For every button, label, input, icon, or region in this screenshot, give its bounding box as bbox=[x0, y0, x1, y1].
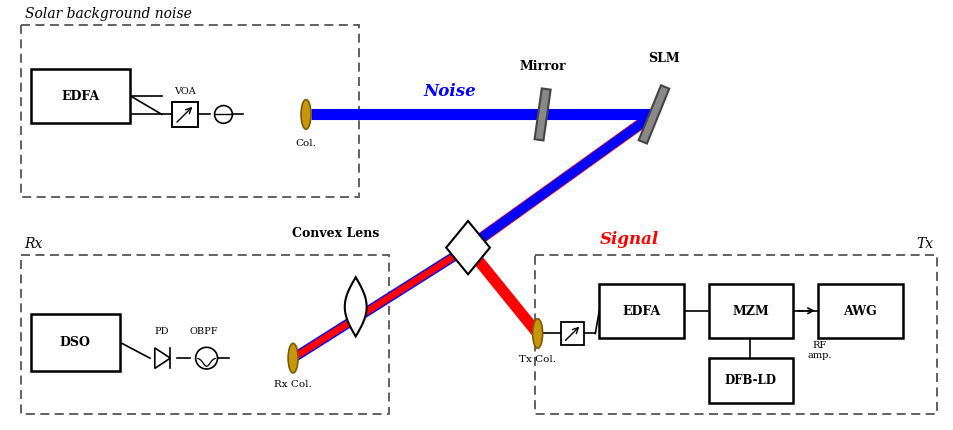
FancyBboxPatch shape bbox=[708, 358, 792, 402]
FancyBboxPatch shape bbox=[172, 101, 197, 127]
Text: AWG: AWG bbox=[842, 305, 876, 318]
FancyBboxPatch shape bbox=[560, 322, 584, 345]
Ellipse shape bbox=[288, 343, 297, 373]
Polygon shape bbox=[344, 277, 366, 336]
Polygon shape bbox=[534, 89, 550, 141]
Text: DSO: DSO bbox=[60, 336, 91, 349]
Polygon shape bbox=[638, 85, 669, 144]
Text: Mirror: Mirror bbox=[518, 60, 565, 73]
Ellipse shape bbox=[301, 100, 311, 129]
Text: RF
amp.: RF amp. bbox=[807, 341, 831, 360]
Text: Signal: Signal bbox=[598, 231, 658, 248]
Text: Col.: Col. bbox=[295, 139, 316, 148]
Text: Noise: Noise bbox=[423, 83, 476, 100]
Text: Tx Col.: Tx Col. bbox=[518, 355, 556, 364]
Text: Convex Lens: Convex Lens bbox=[292, 227, 379, 240]
FancyBboxPatch shape bbox=[30, 69, 130, 123]
Text: EDFA: EDFA bbox=[621, 305, 660, 318]
Text: VOA: VOA bbox=[173, 87, 195, 96]
Ellipse shape bbox=[532, 319, 542, 348]
Text: SLM: SLM bbox=[647, 52, 679, 65]
FancyBboxPatch shape bbox=[30, 314, 120, 371]
Polygon shape bbox=[154, 348, 171, 369]
Text: Rx: Rx bbox=[25, 237, 43, 251]
Text: Tx: Tx bbox=[915, 237, 932, 251]
Text: EDFA: EDFA bbox=[61, 90, 99, 103]
Text: Solar background noise: Solar background noise bbox=[25, 7, 192, 21]
Text: MZM: MZM bbox=[732, 305, 768, 318]
Text: OBPF: OBPF bbox=[189, 327, 217, 336]
FancyBboxPatch shape bbox=[598, 284, 683, 338]
FancyBboxPatch shape bbox=[817, 284, 902, 338]
Text: Rx Col.: Rx Col. bbox=[274, 380, 312, 389]
Text: DFB-LD: DFB-LD bbox=[724, 374, 776, 387]
Text: PD: PD bbox=[154, 327, 169, 336]
FancyBboxPatch shape bbox=[708, 284, 792, 338]
Polygon shape bbox=[446, 221, 490, 274]
